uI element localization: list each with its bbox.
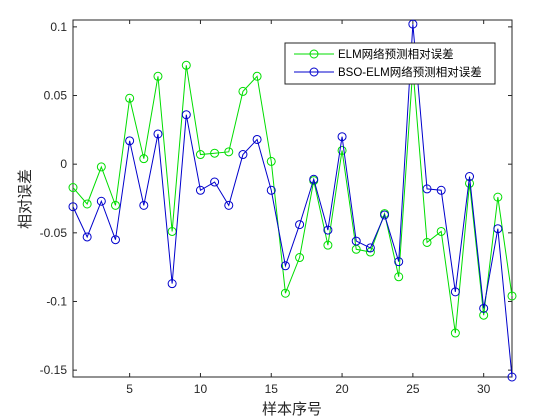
data-point-bso-elm <box>422 184 432 194</box>
data-point-elm <box>479 310 489 320</box>
x-axis: 5 10 15 20 25 30 <box>126 20 491 396</box>
data-point-bso-elm <box>82 232 92 242</box>
y-tick-label: 0.1 <box>50 20 67 34</box>
data-point-elm <box>181 60 191 70</box>
data-point-bso-elm <box>125 136 135 146</box>
data-point-bso-elm <box>195 185 205 195</box>
data-point-bso-elm <box>450 287 460 297</box>
data-point-elm <box>436 226 446 236</box>
data-point-elm <box>507 291 517 301</box>
data-point-bso-elm <box>493 224 503 234</box>
data-point-bso-elm <box>139 200 149 210</box>
data-point-elm <box>323 240 333 250</box>
data-point-elm <box>210 148 220 158</box>
data-point-bso-elm <box>408 19 418 29</box>
x-tick-label: 30 <box>477 382 491 396</box>
data-point-elm <box>238 86 248 96</box>
data-point-elm <box>139 154 149 164</box>
data-point-elm <box>125 93 135 103</box>
legend-label-elm: ELM网络预测相对误差 <box>338 47 454 61</box>
x-tick-label: 15 <box>265 382 279 396</box>
data-point-bso-elm <box>110 235 120 245</box>
data-point-bso-elm <box>351 236 361 246</box>
data-point-bso-elm <box>210 177 220 187</box>
data-point-elm <box>68 183 78 193</box>
x-tick-label: 5 <box>126 382 133 396</box>
data-point-bso-elm <box>181 110 191 120</box>
series-group <box>68 19 517 382</box>
data-point-bso-elm <box>153 129 163 139</box>
x-axis-label: 样本序号 <box>262 400 322 418</box>
data-point-elm <box>295 253 305 263</box>
data-point-elm <box>110 200 120 210</box>
data-point-bso-elm <box>337 132 347 142</box>
data-point-elm <box>224 147 234 157</box>
data-point-elm <box>422 237 432 247</box>
data-point-bso-elm <box>394 257 404 267</box>
y-tick-label: 0.05 <box>44 89 68 103</box>
legend-box <box>284 42 496 85</box>
x-tick-label: 20 <box>335 382 349 396</box>
data-point-bso-elm <box>167 279 177 289</box>
data-point-bso-elm <box>365 243 375 253</box>
data-point-bso-elm <box>465 172 475 182</box>
data-point-elm <box>280 288 290 298</box>
x-tick-label: 25 <box>406 382 420 396</box>
data-point-elm <box>96 162 106 172</box>
data-point-elm <box>493 192 503 202</box>
data-point-elm <box>337 145 347 155</box>
y-axis: 0.1 0.05 0 -0.05 -0.1 -0.15 <box>40 20 512 377</box>
legend-marker-bso-elm <box>309 67 319 77</box>
data-point-elm <box>82 199 92 209</box>
data-point-bso-elm <box>96 196 106 206</box>
series-line-elm <box>72 65 513 334</box>
data-point-bso-elm <box>323 225 333 235</box>
y-tick-label: 0 <box>60 157 67 171</box>
data-point-bso-elm <box>252 134 262 144</box>
x-tick-label: 10 <box>194 382 208 396</box>
data-point-elm <box>195 150 205 160</box>
data-point-elm <box>266 156 276 166</box>
legend-marker-elm <box>309 49 319 59</box>
y-tick-label: -0.1 <box>46 294 67 308</box>
data-point-bso-elm <box>309 174 319 184</box>
data-point-bso-elm <box>436 185 446 195</box>
series-line-bso-elm <box>72 24 513 378</box>
data-point-bso-elm <box>380 210 390 220</box>
data-point-bso-elm <box>507 372 517 382</box>
data-point-bso-elm <box>479 303 489 313</box>
legend-label-bso-elm: BSO-ELM网络预测相对误差 <box>338 65 482 79</box>
data-point-elm <box>394 272 404 282</box>
data-point-bso-elm <box>266 185 276 195</box>
data-point-bso-elm <box>224 200 234 210</box>
y-tick-label: -0.15 <box>40 363 68 377</box>
legend: ELM网络预测相对误差 BSO-ELM网络预测相对误差 <box>284 42 496 85</box>
data-point-bso-elm <box>295 220 305 230</box>
data-point-bso-elm <box>238 150 248 160</box>
data-point-elm <box>252 71 262 81</box>
data-point-elm <box>153 71 163 81</box>
data-point-bso-elm <box>68 202 78 212</box>
data-point-bso-elm <box>280 261 290 271</box>
y-axis-label: 相对误差 <box>16 169 34 229</box>
y-tick-label: -0.05 <box>40 226 68 240</box>
data-point-elm <box>450 328 460 338</box>
